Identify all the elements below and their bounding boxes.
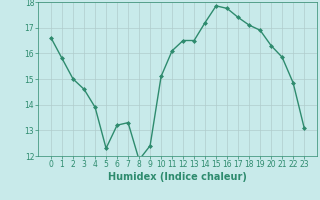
X-axis label: Humidex (Indice chaleur): Humidex (Indice chaleur): [108, 172, 247, 182]
